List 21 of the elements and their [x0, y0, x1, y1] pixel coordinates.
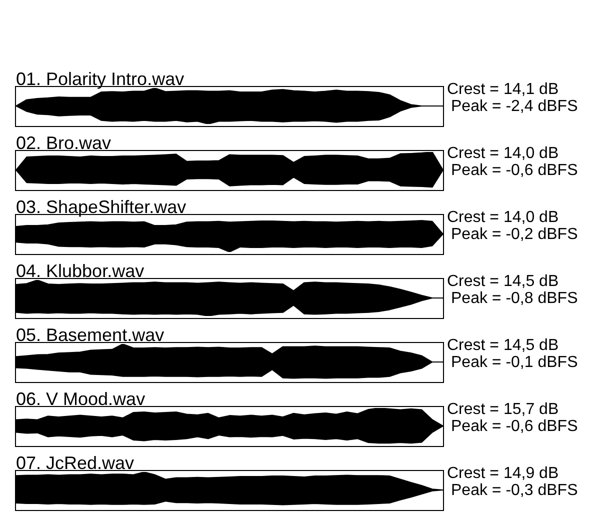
chart-title: 05. Basement.wav: [16, 325, 164, 345]
chart-title: 06. V Mood.wav: [16, 389, 146, 409]
text: Peak = -0,6 dBFS: [451, 418, 578, 436]
text: Crest = 14,5 dB: [447, 273, 559, 291]
text: Crest = 14,0 dB: [447, 209, 559, 227]
text: Peak = -0,3 dBFS: [451, 482, 578, 500]
text: Crest = 14,5 dB: [447, 337, 559, 355]
text: Crest = 14,1 dB: [447, 81, 559, 99]
text: Crest = 15,7 dB: [447, 401, 559, 419]
chart-title: 07. JcRed.wav: [16, 453, 134, 473]
text: Crest = 14,9 dB: [447, 465, 559, 483]
text: Peak = -0,6 dBFS: [451, 162, 578, 180]
text: Peak = -0,2 dBFS: [451, 226, 578, 244]
text: Peak = -0,8 dBFS: [451, 290, 578, 308]
text: Peak = -0,1 dBFS: [451, 354, 578, 372]
chart-title: 03. ShapeShifter.wav: [16, 197, 186, 217]
chart-title: 02. Bro.wav: [16, 133, 112, 153]
text: Crest = 14,0 dB: [447, 145, 559, 163]
chart-title: 04. Klubbor.wav: [16, 261, 144, 281]
text: Peak = -2,4 dBFS: [451, 98, 578, 116]
chart-title: 01. Polarity Intro.wav: [16, 69, 184, 89]
